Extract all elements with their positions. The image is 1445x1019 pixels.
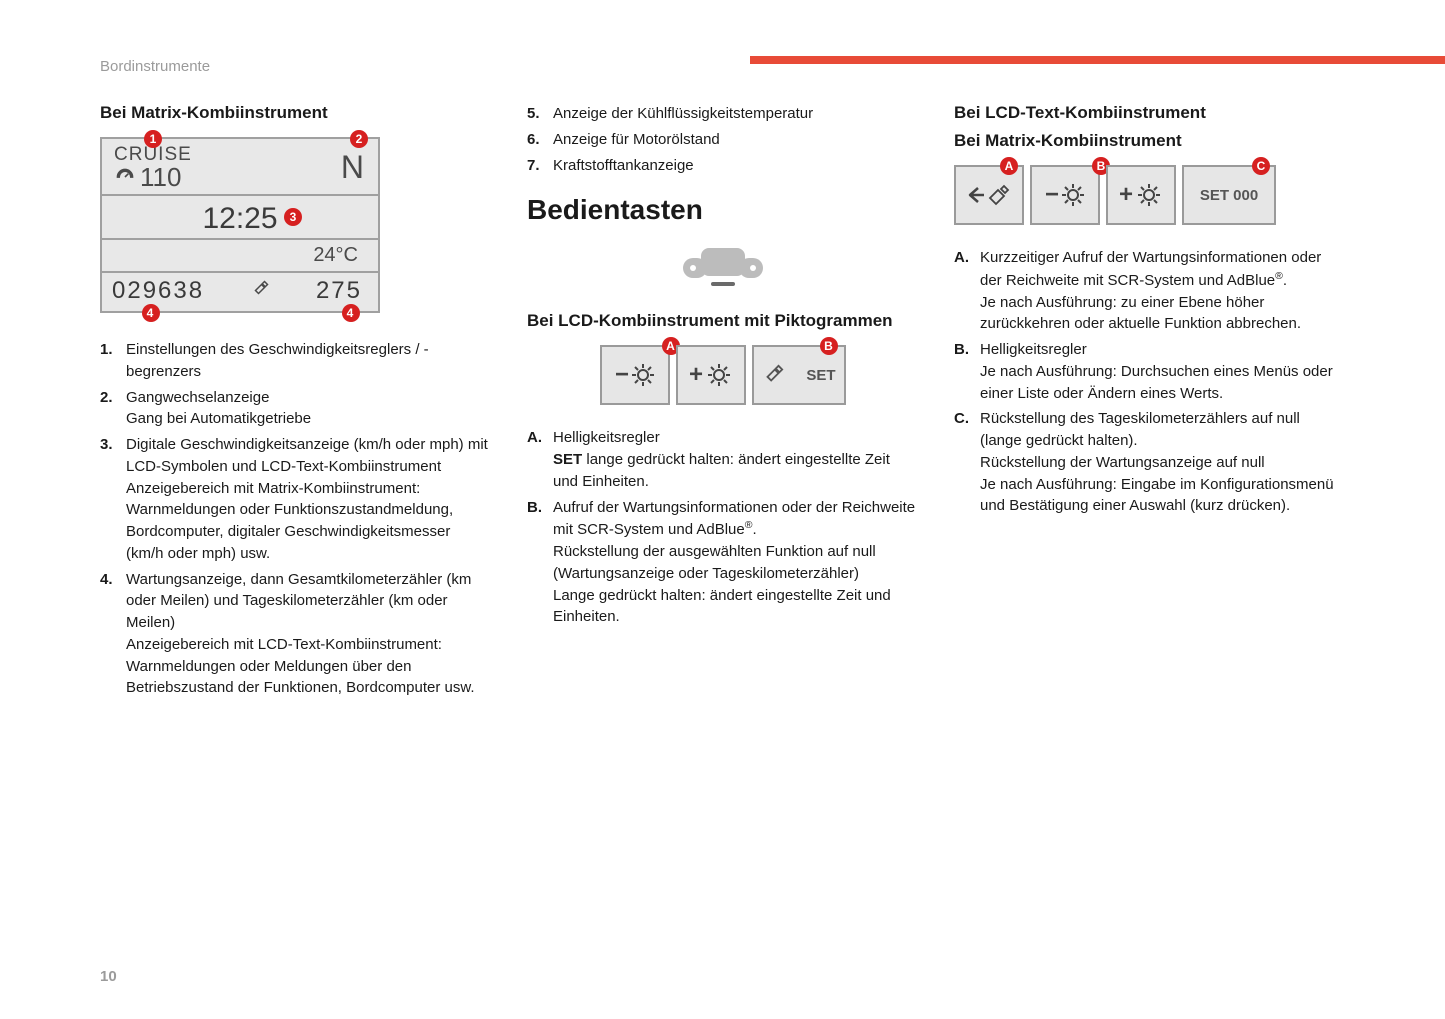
list-item: 7.Kraftstofftankanzeige (527, 155, 918, 177)
column-2: 5.Anzeige der Kühlflüssigkeitstemperatur… (527, 103, 918, 703)
brightness-plus-button: + (676, 345, 746, 405)
col3-title2: Bei Matrix-Kombiinstrument (954, 131, 1345, 151)
callout-badge-4a: 4 (142, 304, 160, 322)
heading-bedientasten: Bedientasten (527, 194, 918, 226)
brightness-plus-button: + (1106, 165, 1176, 225)
col3-title1: Bei LCD-Text-Kombiinstrument (954, 103, 1345, 123)
list-item: 5.Anzeige der Kühlflüssigkeitstemperatur (527, 103, 918, 125)
col2-button-row: − A + SET B (527, 345, 918, 405)
callout-badge-2: 2 (350, 130, 368, 148)
set-button: SET B (752, 345, 846, 405)
set-label: SET (806, 367, 835, 384)
callout-badge-3: 3 (284, 208, 302, 226)
svg-text:−: − (615, 361, 629, 388)
brightness-minus-button: − B (1030, 165, 1100, 225)
list-item: C.Rückstellung des Tageskilometerzählers… (954, 408, 1345, 517)
gauge-icon (114, 167, 136, 187)
col2-top-list: 5.Anzeige der Kühlflüssigkeitstemperatur… (527, 103, 918, 176)
cruise-value: 110 (140, 164, 181, 190)
brightness-plus-icon: + (1119, 180, 1163, 210)
col2-alpha-list: A.HelligkeitsreglerSET lange gedrückt ha… (527, 427, 918, 628)
list-item: 4.Wartungsanzeige, dann Gesamtkilometerz… (100, 569, 491, 700)
back-wrench-icon (964, 180, 1014, 210)
list-item: A.Kurzzeitiger Aufruf der Wartungsinform… (954, 247, 1345, 335)
display-odometer: 029638 (112, 277, 204, 305)
wrench-icon (251, 277, 269, 305)
brightness-minus-icon: − (613, 360, 657, 390)
column-1: Bei Matrix-Kombiinstrument CRUISE 110 N … (100, 103, 491, 703)
display-time: 12:25 (202, 202, 277, 235)
steering-buttons-icon (663, 240, 783, 295)
gear-indicator: N (341, 145, 364, 190)
button-badge-a: A (1000, 157, 1018, 175)
col3-button-row: A − B + SET 000 C (954, 165, 1345, 225)
col2-subtitle: Bei LCD-Kombiinstrument mit Piktogrammen (527, 311, 918, 331)
list-item: 2.Gangwechselanzeige Gang bei Automatikg… (100, 387, 491, 431)
svg-text:+: + (1119, 181, 1133, 208)
column-3: Bei LCD-Text-Kombiinstrument Bei Matrix-… (954, 103, 1345, 703)
list-item: A.HelligkeitsreglerSET lange gedrückt ha… (527, 427, 918, 492)
button-badge-c: C (1252, 157, 1270, 175)
set-000-button: SET 000 C (1182, 165, 1276, 225)
svg-text:+: + (689, 361, 703, 388)
accent-bar (750, 56, 1445, 64)
brightness-minus-button: − A (600, 345, 670, 405)
display-trip: 275 (316, 277, 362, 305)
callout-badge-4b: 4 (342, 304, 360, 322)
list-item: B.HelligkeitsreglerJe nach Ausführung: D… (954, 339, 1345, 404)
list-item: B.Aufruf der Wartungsinformationen oder … (527, 497, 918, 629)
page-header: Bordinstrumente (100, 58, 1345, 75)
page-number: 10 (100, 968, 117, 985)
button-badge-b: B (820, 337, 838, 355)
display-temperature: 24°C (102, 240, 378, 271)
brightness-plus-icon: + (689, 360, 733, 390)
col1-numbered-list: 1.Einstellungen des Geschwindigkeitsregl… (100, 339, 491, 699)
set-000-label: SET 000 (1200, 187, 1258, 204)
brightness-minus-icon: − (1043, 180, 1087, 210)
back-wrench-button: A (954, 165, 1024, 225)
col3-alpha-list: A.Kurzzeitiger Aufruf der Wartungsinform… (954, 247, 1345, 517)
list-item: 1.Einstellungen des Geschwindigkeitsregl… (100, 339, 491, 383)
matrix-display: CRUISE 110 N 1 2 12:25 3 24°C (100, 137, 380, 313)
breadcrumb: Bordinstrumente (100, 58, 210, 75)
wrench-icon (762, 364, 784, 386)
svg-text:−: − (1045, 181, 1059, 208)
callout-badge-1: 1 (144, 130, 162, 148)
col1-title: Bei Matrix-Kombiinstrument (100, 103, 491, 123)
list-item: 6.Anzeige für Motorölstand (527, 129, 918, 151)
list-item: 3.Digitale Geschwindigkeitsanzeige (km/h… (100, 434, 491, 565)
